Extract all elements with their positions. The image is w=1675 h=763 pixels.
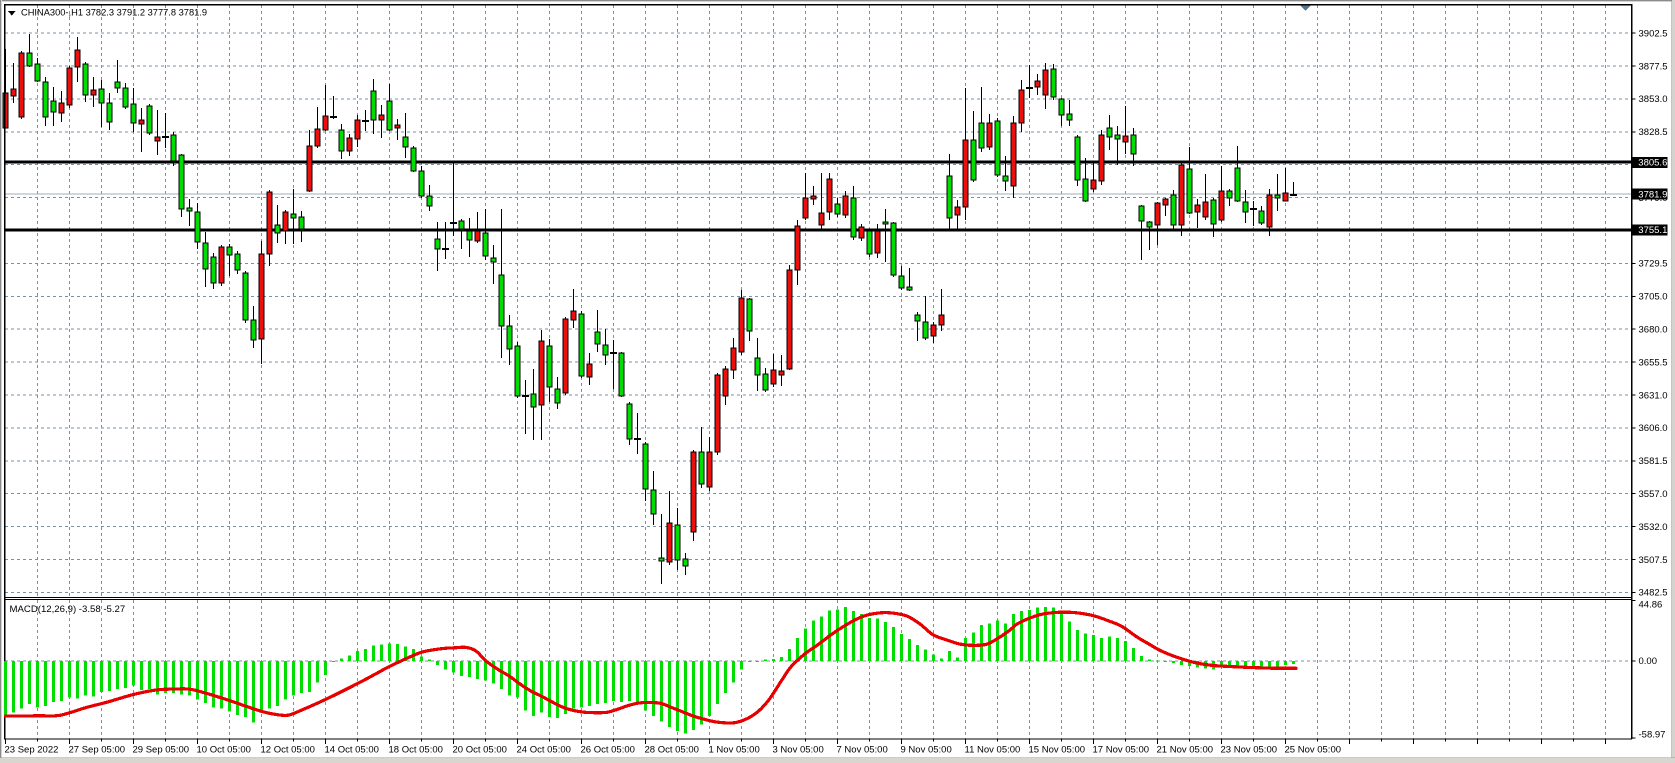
- svg-text:12 Oct 05:00: 12 Oct 05:00: [261, 744, 315, 755]
- svg-text:3 Nov 05:00: 3 Nov 05:00: [773, 744, 824, 755]
- svg-text:3828.5: 3828.5: [1639, 127, 1668, 138]
- svg-text:7 Nov 05:00: 7 Nov 05:00: [837, 744, 888, 755]
- svg-text:MACD(12,26,9) -3.58 -5.27: MACD(12,26,9) -3.58 -5.27: [10, 604, 126, 615]
- svg-text:23 Sep 2022: 23 Sep 2022: [5, 744, 59, 755]
- svg-text:3805.6: 3805.6: [1638, 158, 1667, 169]
- svg-text:23 Nov 05:00: 23 Nov 05:00: [1221, 744, 1278, 755]
- svg-text:18 Oct 05:00: 18 Oct 05:00: [389, 744, 443, 755]
- svg-text:21 Nov 05:00: 21 Nov 05:00: [1157, 744, 1214, 755]
- svg-text:0.00: 0.00: [1639, 656, 1658, 667]
- svg-text:3877.5: 3877.5: [1639, 61, 1668, 72]
- svg-text:10 Oct 05:00: 10 Oct 05:00: [197, 744, 251, 755]
- svg-text:3532.0: 3532.0: [1639, 522, 1668, 533]
- svg-text:11 Nov 05:00: 11 Nov 05:00: [965, 744, 1021, 755]
- svg-text:3729.5: 3729.5: [1639, 259, 1668, 270]
- svg-text:15 Nov 05:00: 15 Nov 05:00: [1029, 744, 1086, 755]
- svg-text:3655.5: 3655.5: [1639, 357, 1668, 368]
- svg-text:26 Oct 05:00: 26 Oct 05:00: [581, 744, 635, 755]
- svg-text:3482.5: 3482.5: [1639, 588, 1668, 599]
- svg-text:44.86: 44.86: [1639, 599, 1663, 610]
- svg-text:3557.0: 3557.0: [1639, 489, 1668, 500]
- svg-text:14 Oct 05:00: 14 Oct 05:00: [325, 744, 379, 755]
- svg-text:27 Sep 05:00: 27 Sep 05:00: [69, 744, 126, 755]
- svg-text:1 Nov 05:00: 1 Nov 05:00: [709, 744, 760, 755]
- svg-text:3853.0: 3853.0: [1639, 94, 1668, 105]
- svg-text:24 Oct 05:00: 24 Oct 05:00: [517, 744, 571, 755]
- svg-text:3705.0: 3705.0: [1639, 292, 1668, 303]
- svg-text:3680.0: 3680.0: [1639, 325, 1668, 336]
- svg-text:3755.1: 3755.1: [1638, 225, 1667, 236]
- svg-text:9 Nov 05:00: 9 Nov 05:00: [901, 744, 952, 755]
- svg-text:25 Nov 05:00: 25 Nov 05:00: [1285, 744, 1342, 755]
- svg-text:3781.9: 3781.9: [1638, 189, 1667, 200]
- svg-text:28 Oct 05:00: 28 Oct 05:00: [645, 744, 699, 755]
- svg-text:3631.0: 3631.0: [1639, 390, 1668, 401]
- svg-text:3902.5: 3902.5: [1639, 28, 1668, 39]
- svg-text:3507.5: 3507.5: [1639, 555, 1668, 566]
- svg-text:CHINA300-,H1 3782.3 3791.2 37: CHINA300-,H1 3782.3 3791.2 3777.8 3781.9: [21, 7, 207, 17]
- svg-text:3606.0: 3606.0: [1639, 423, 1668, 434]
- svg-text:20 Oct 05:00: 20 Oct 05:00: [453, 744, 507, 755]
- svg-text:3581.5: 3581.5: [1639, 456, 1668, 467]
- svg-text:29 Sep 05:00: 29 Sep 05:00: [133, 744, 190, 755]
- svg-text:17 Nov 05:00: 17 Nov 05:00: [1093, 744, 1150, 755]
- svg-text:-58.97: -58.97: [1639, 729, 1666, 740]
